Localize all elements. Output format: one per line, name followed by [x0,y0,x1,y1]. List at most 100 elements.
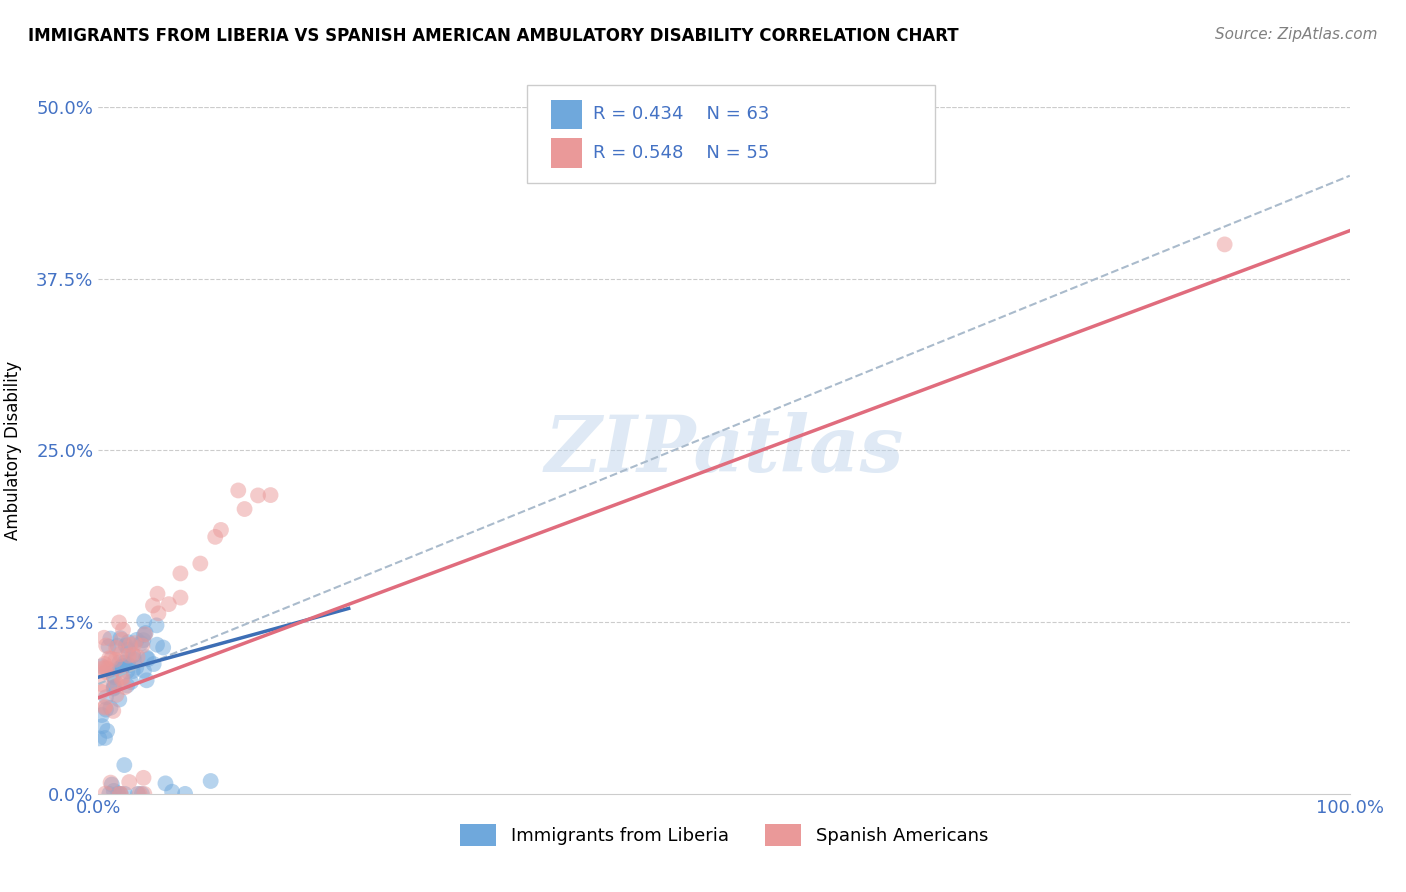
Point [104,653,127,667]
Point [103,668,125,682]
Point [98,651,121,665]
Point [98,632,121,646]
Point [122,652,145,666]
Point [103,784,125,798]
Point [200,774,222,789]
Point [100,700,122,714]
Point [93,700,115,714]
Point [121,648,143,662]
Point [124,636,146,650]
Point [107,787,129,801]
Point [100,652,122,666]
Point [103,681,125,695]
Point [110,647,132,661]
Point [129,636,152,650]
Point [131,787,153,801]
Point [146,587,169,601]
Text: IMMIGRANTS FROM LIBERIA VS SPANISH AMERICAN AMBULATORY DISABILITY CORRELATION CH: IMMIGRANTS FROM LIBERIA VS SPANISH AMERI… [28,27,959,45]
Point [132,628,155,642]
Point [110,787,132,801]
Point [121,664,143,678]
Point [91,719,114,733]
Point [110,672,132,686]
Point [111,659,134,673]
Point [134,787,156,801]
Point [108,656,131,670]
Point [110,787,132,801]
Point [160,785,183,799]
Point [91,661,114,675]
Point [134,615,156,629]
Point [117,643,139,657]
Point [90,708,112,723]
Text: Source: ZipAtlas.com: Source: ZipAtlas.com [1215,27,1378,42]
Point [146,638,169,652]
Text: R = 0.548    N = 55: R = 0.548 N = 55 [593,144,769,161]
Point [91,677,114,691]
Point [188,557,211,571]
Point [108,692,131,706]
Point [94,665,117,680]
Point [94,787,117,801]
Point [127,787,149,801]
Point [135,650,157,665]
Point [94,702,117,716]
Y-axis label: Ambulatory Disability: Ambulatory Disability [4,361,22,540]
Point [96,723,118,738]
Point [155,776,177,790]
Point [152,640,174,655]
Point [103,681,125,696]
Point [114,639,136,653]
Point [120,675,142,690]
Point [114,680,136,694]
Point [105,676,128,690]
Point [97,640,120,654]
Point [117,664,139,678]
Text: ZIPatlas: ZIPatlas [544,412,904,489]
Point [117,635,139,649]
Point [145,618,167,632]
Point [122,648,145,663]
Text: R = 0.434    N = 63: R = 0.434 N = 63 [593,105,769,123]
Point [157,597,180,611]
Point [94,731,117,745]
Point [118,775,141,789]
Point [111,659,134,673]
Point [89,731,111,746]
Point [148,607,170,621]
Point [174,787,197,801]
Point [103,679,125,693]
Point [94,690,117,705]
Point [169,566,191,581]
Point [117,648,139,663]
Point [103,704,125,718]
Point [112,758,135,772]
Point [93,657,115,671]
Point [111,670,134,684]
Point [108,615,131,630]
Point [136,652,159,666]
Point [103,670,125,684]
Point [125,660,148,674]
Point [93,631,115,645]
Point [135,626,157,640]
Point [127,649,149,664]
Point [94,639,117,653]
Point [125,632,148,647]
Point [98,787,121,801]
Point [117,657,139,672]
Point [132,633,155,648]
Point [128,787,150,801]
Point [94,699,117,714]
Point [111,623,134,637]
Point [142,599,165,613]
Point [108,787,131,801]
Point [105,640,128,655]
Point [107,639,129,653]
Point [204,530,226,544]
Point [101,778,124,792]
Point [209,523,232,537]
Point [100,775,122,789]
Point [132,771,155,785]
Point [131,639,153,653]
